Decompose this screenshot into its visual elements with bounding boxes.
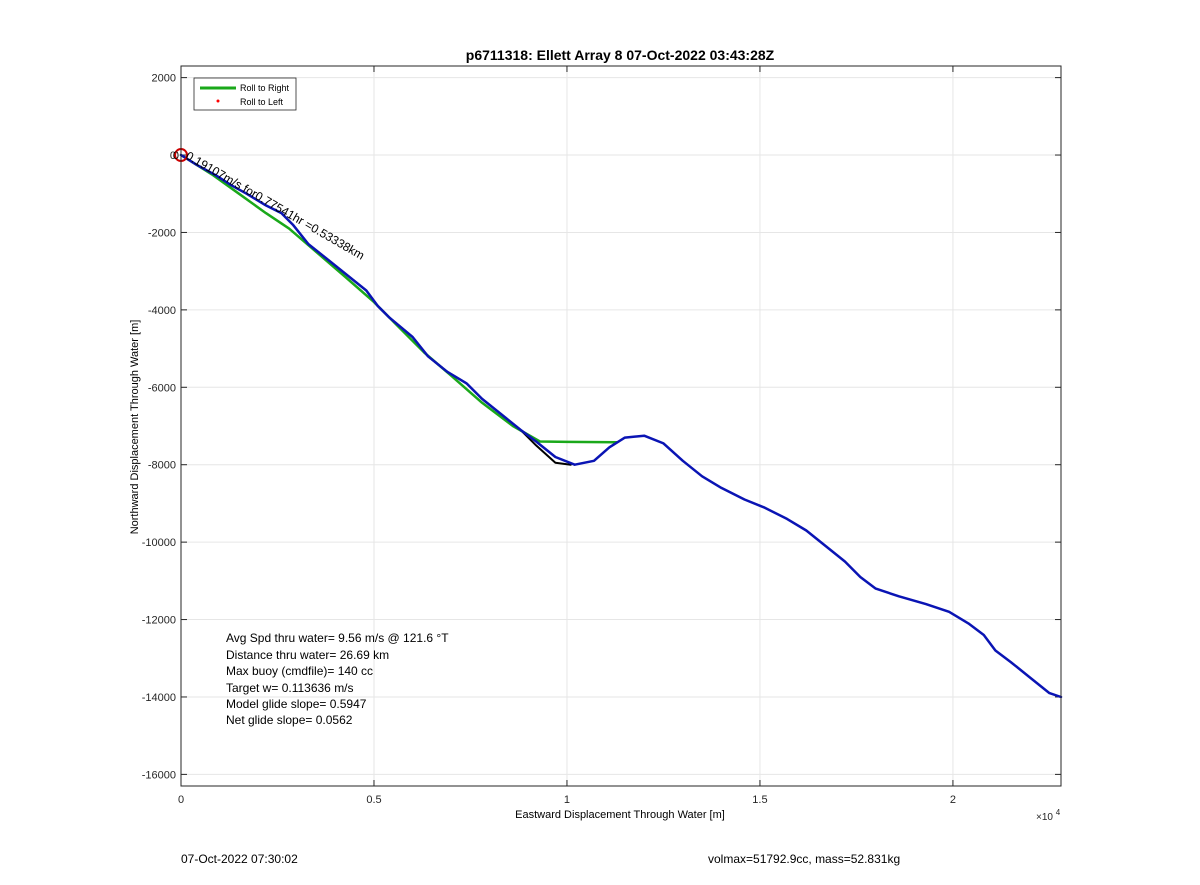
y-tick-label: -12000 <box>142 615 176 627</box>
chart-title: p6711318: Ellett Array 8 07-Oct-2022 03:… <box>466 47 775 63</box>
x-ticks: 0 0.5 1 1.5 2 <box>178 66 956 806</box>
legend-box <box>193 77 297 111</box>
y-tick-label: -2000 <box>148 227 176 239</box>
y-tick-label: 0 <box>170 150 176 162</box>
x-tick-label: 1 <box>564 794 570 806</box>
legend-swatch-roll-left <box>216 99 220 103</box>
stat-line-target-w: Target w= 0.113636 m/s <box>226 681 354 695</box>
stat-line-model-glide: Model glide slope= 0.5947 <box>226 697 367 711</box>
segment-annotation: 0.19107m/s for0.77541hr =0.53338km <box>183 149 367 263</box>
start-label: 0 <box>173 150 179 162</box>
stats-box: Avg Spd thru water= 9.56 m/s @ 121.6 °T … <box>226 631 449 727</box>
y-tick-label: 2000 <box>152 73 176 85</box>
footer-timestamp: 07-Oct-2022 07:30:02 <box>181 852 298 866</box>
legend-label-roll-right: Roll to Right <box>240 83 290 93</box>
stat-line-distance: Distance thru water= 26.69 km <box>226 648 389 662</box>
stat-line-avg-speed: Avg Spd thru water= 9.56 m/s @ 121.6 °T <box>226 631 449 645</box>
y-axis-label: Northward Displacement Through Water [m] <box>129 320 141 535</box>
y-tick-label: -16000 <box>142 769 176 781</box>
stat-line-max-buoy: Max buoy (cmdfile)= 140 cc <box>226 664 373 678</box>
series-lines <box>179 153 1063 699</box>
x-exponent-base: ×10 <box>1036 812 1053 823</box>
y-tick-label: -14000 <box>142 692 176 704</box>
x-axis-label: Eastward Displacement Through Water [m] <box>515 809 725 821</box>
y-tick-label: -8000 <box>148 460 176 472</box>
footer-volmax-mass: volmax=51792.9cc, mass=52.831kg <box>708 852 901 866</box>
x-tick-label: 1.5 <box>752 794 767 806</box>
series-line-2 <box>179 153 1063 699</box>
y-ticks: 2000 0 -2000 -4000 -6000 -8000 -10000 -12000 -14… <box>142 73 1061 781</box>
legend-label-roll-left: Roll to Left <box>240 97 284 107</box>
grid <box>180 66 1061 786</box>
svg-text:×10 4: ×10 4 <box>1036 808 1061 823</box>
x-tick-label: 2 <box>950 794 956 806</box>
x-exponent-power: 4 <box>1056 808 1061 817</box>
y-tick-label: -6000 <box>148 382 176 394</box>
series-line-0 <box>179 153 619 444</box>
x-exponent: ×10 4 <box>1036 808 1061 823</box>
y-tick-label: -4000 <box>148 305 176 317</box>
x-tick-label: 0.5 <box>366 794 381 806</box>
plot-frame <box>180 65 1062 787</box>
stat-line-net-glide: Net glide slope= 0.0562 <box>226 713 353 727</box>
x-tick-label: 0 <box>178 794 184 806</box>
y-tick-label: -10000 <box>142 537 176 549</box>
legend: Roll to Right Roll to Left <box>193 77 297 111</box>
